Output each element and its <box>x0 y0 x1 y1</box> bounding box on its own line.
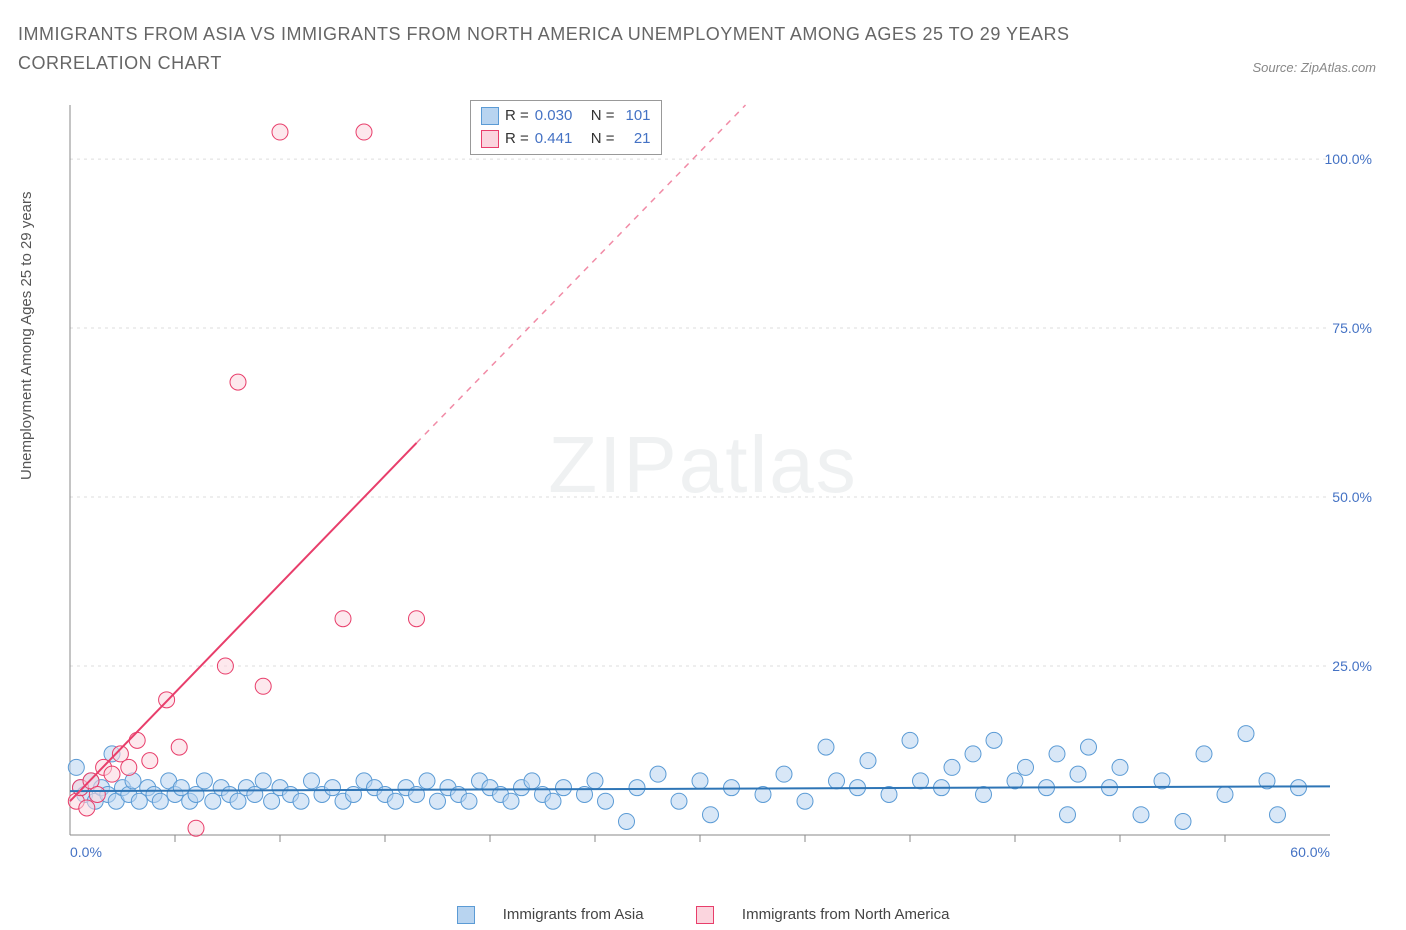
svg-text:75.0%: 75.0% <box>1332 320 1372 336</box>
legend-item-na: Immigrants from North America <box>684 906 962 923</box>
swatch-asia <box>481 107 499 125</box>
chart-title: IMMIGRANTS FROM ASIA VS IMMIGRANTS FROM … <box>18 20 1138 78</box>
legend-label-asia: Immigrants from Asia <box>503 906 644 923</box>
legend-item-asia: Immigrants from Asia <box>445 906 660 923</box>
stats-legend: R = 0.030 N = 101 R = 0.441 N = 21 <box>470 100 662 155</box>
legend-label-na: Immigrants from North America <box>742 906 950 923</box>
y-axis-label: Unemployment Among Ages 25 to 29 years <box>18 191 35 480</box>
stats-row-na: R = 0.441 N = 21 <box>481 128 651 151</box>
scatter-plot: 25.0% 50.0% 75.0% 100.0% 0.0% 60.0% <box>60 95 1380 865</box>
r-value-asia: 0.030 <box>535 105 585 128</box>
r-label: R = <box>505 128 529 151</box>
r-label: R = <box>505 105 529 128</box>
source-label: Source: ZipAtlas.com <box>1252 60 1376 75</box>
svg-text:0.0%: 0.0% <box>70 844 102 860</box>
series-legend: Immigrants from Asia Immigrants from Nor… <box>0 906 1406 924</box>
stats-row-asia: R = 0.030 N = 101 <box>481 105 651 128</box>
svg-text:25.0%: 25.0% <box>1332 658 1372 674</box>
swatch-na <box>481 130 499 148</box>
r-value-na: 0.441 <box>535 128 585 151</box>
svg-text:100.0%: 100.0% <box>1325 151 1372 167</box>
swatch-na-icon <box>696 906 714 924</box>
n-value-na: 21 <box>621 128 651 151</box>
n-label: N = <box>591 128 615 151</box>
swatch-asia-icon <box>457 906 475 924</box>
svg-text:50.0%: 50.0% <box>1332 489 1372 505</box>
svg-text:60.0%: 60.0% <box>1290 844 1330 860</box>
n-label: N = <box>591 105 615 128</box>
n-value-asia: 101 <box>621 105 651 128</box>
